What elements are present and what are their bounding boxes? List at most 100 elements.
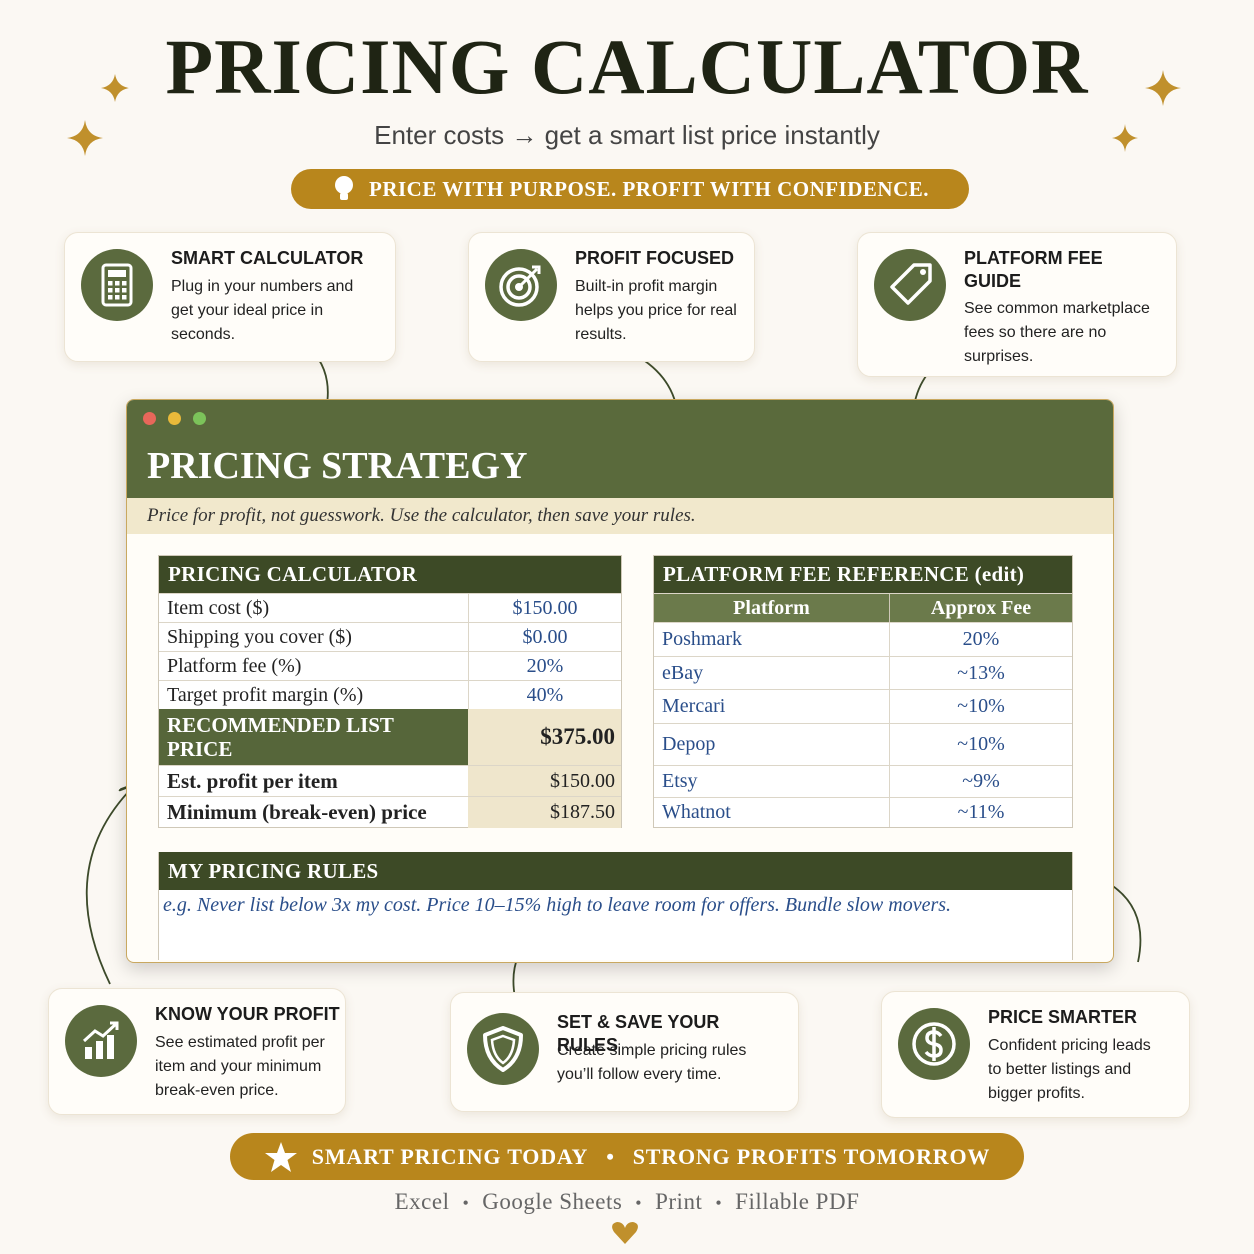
platform-fee: ~10% <box>889 724 1072 765</box>
input-label: Shipping you cover ($) <box>167 625 352 648</box>
fee-row: eBay ~13% <box>654 656 1072 689</box>
input-value: $150.00 <box>468 594 621 622</box>
star-icon <box>264 1141 297 1172</box>
banner-left: SMART PRICING TODAY <box>311 1143 589 1169</box>
feature-title: PLATFORM FEE GUIDE <box>964 248 1103 291</box>
feature-title: KNOW YOUR PROFIT <box>155 1004 340 1024</box>
format-name: Fillable PDF <box>735 1189 860 1214</box>
rules-title: MY PRICING RULES <box>159 852 1072 890</box>
banner-separator: • <box>606 1143 615 1169</box>
platform-name: Etsy <box>662 770 698 792</box>
platform-fee: ~13% <box>889 657 1072 689</box>
icon-glyph <box>912 1022 956 1066</box>
platform-name: Poshmark <box>662 628 742 650</box>
feature-text: See estimated profit per item and your m… <box>155 1034 325 1099</box>
format-separator: • <box>462 1193 470 1213</box>
tagline-text: PRICE WITH PURPOSE. PROFIT WITH CONFIDEN… <box>369 176 929 201</box>
page-title: PRICING CALCULATOR <box>165 23 1089 110</box>
fee-row: Poshmark 20% <box>654 622 1072 656</box>
output-value: $187.50 <box>468 797 621 828</box>
feature-icon <box>65 1005 137 1077</box>
footer-banner: SMART PRICING TODAY • STRONG PROFITS TOM… <box>230 1133 1024 1180</box>
rules-panel: MY PRICING RULES e.g. Never list below 3x… <box>158 852 1073 960</box>
output-label: Est. profit per item <box>167 768 338 793</box>
output-row: Minimum (break-even) price $187.50 <box>159 796 621 828</box>
fee-header-row: Platform Approx Fee <box>654 593 1072 622</box>
minimize-dot <box>168 412 181 425</box>
calculator-title: PRICING CALCULATOR <box>159 556 621 593</box>
fee-row: Mercari ~10% <box>654 689 1072 723</box>
output-label: Minimum (break-even) price <box>167 800 427 824</box>
icon-glyph <box>890 263 932 305</box>
fee-row: Depop ~10% <box>654 723 1072 765</box>
tagline-pill: PRICE WITH PURPOSE. PROFIT WITH CONFIDEN… <box>291 169 969 209</box>
format-name: Excel <box>394 1189 450 1214</box>
platform-fee: ~10% <box>889 690 1072 723</box>
platform-name: eBay <box>662 661 704 684</box>
output-row: Est. profit per item $150.00 <box>159 765 621 796</box>
feature-card: SMART CALCULATOR Plug in your numbers and… <box>64 232 396 362</box>
format-separator: • <box>715 1193 723 1213</box>
icon-glyph <box>82 1021 119 1059</box>
recommended-value: $375.00 <box>468 709 621 765</box>
platform-name: Whatnot <box>662 801 731 823</box>
input-value: $0.00 <box>468 623 621 651</box>
feature-card: SET & SAVE YOUR RULES Create simple prici… <box>450 992 799 1112</box>
feature-text: Plug in your numbers and get your ideal … <box>171 278 354 343</box>
input-label: Platform fee (%) <box>167 654 302 677</box>
feature-icon <box>467 1013 539 1085</box>
formats-line: Excel • Google Sheets • Print • Fillable PDF <box>0 1189 1254 1215</box>
feature-icon <box>898 1008 970 1080</box>
format-name: Print <box>655 1189 703 1214</box>
platform-fee: 20% <box>889 623 1072 656</box>
feature-text: See common marketplace fees so there are… <box>964 300 1150 365</box>
feature-title: SMART CALCULATOR <box>171 248 364 268</box>
feature-icon <box>485 249 557 321</box>
icon-glyph <box>101 263 133 307</box>
fee-row: Etsy ~9% <box>654 765 1072 797</box>
fee-header: Approx Fee <box>889 594 1072 622</box>
maximize-dot <box>193 412 206 425</box>
fee-row: Whatnot ~11% <box>654 797 1072 827</box>
feature-card: PLATFORM FEE GUIDE See common marketplace… <box>857 232 1177 377</box>
banner-right: STRONG PROFITS TOMORROW <box>632 1143 991 1169</box>
window-header: PRICING STRATEGY <box>127 400 1113 498</box>
input-row: Target profit margin (%) 40% <box>159 680 621 709</box>
feature-card: PROFIT FOCUSED Built-in profit margin hel… <box>468 232 755 362</box>
feature-card: KNOW YOUR PROFIT See estimated profit per… <box>48 988 346 1115</box>
platform-name: Mercari <box>662 695 726 717</box>
feature-title: PRICE SMARTER <box>988 1007 1138 1027</box>
output-value: $150.00 <box>468 766 621 796</box>
calculator-table: PRICING CALCULATOR Item cost ($) $150.00 Sh… <box>158 555 622 828</box>
feature-title: PROFIT FOCUSED <box>575 248 735 268</box>
input-label: Item cost ($) <box>167 596 270 619</box>
feature-icon <box>874 249 946 321</box>
input-value: 20% <box>468 652 621 680</box>
input-row: Platform fee (%) 20% <box>159 651 621 680</box>
subtitle: Enter costs → get a smart list price ins… <box>374 120 880 150</box>
feature-text: Confident pricing leads to better listin… <box>988 1037 1151 1102</box>
input-value: 40% <box>468 681 621 709</box>
icon-glyph <box>483 1026 523 1072</box>
recommended-label: RECOMMENDED LIST PRICE <box>159 709 468 765</box>
platform-fee: ~9% <box>889 766 1072 797</box>
window-title: PRICING STRATEGY <box>147 445 528 487</box>
platform-name: Depop <box>662 733 716 755</box>
format-name: Google Sheets <box>482 1189 623 1214</box>
input-label: Target profit margin (%) <box>167 683 364 706</box>
icon-glyph <box>499 265 541 307</box>
rules-example: e.g. Never list below 3x my cost. Price … <box>163 894 952 916</box>
platform-fee: ~11% <box>889 798 1072 827</box>
heart <box>612 1222 638 1244</box>
input-row: Shipping you cover ($) $0.00 <box>159 622 621 651</box>
sparkles <box>67 70 1181 156</box>
input-row: Item cost ($) $150.00 <box>159 593 621 622</box>
close-dot <box>143 412 156 425</box>
feature-text: Built-in profit margin helps you price f… <box>575 278 737 343</box>
bulb-icon <box>335 176 353 200</box>
window-subtitle: Price for profit, not guesswork. Use the… <box>127 498 1113 534</box>
fee-table: PLATFORM FEE REFERENCE (edit) Platform App… <box>653 555 1073 828</box>
feature-title: SET & SAVE YOUR RULES <box>557 1012 720 1055</box>
format-separator: • <box>635 1193 643 1213</box>
